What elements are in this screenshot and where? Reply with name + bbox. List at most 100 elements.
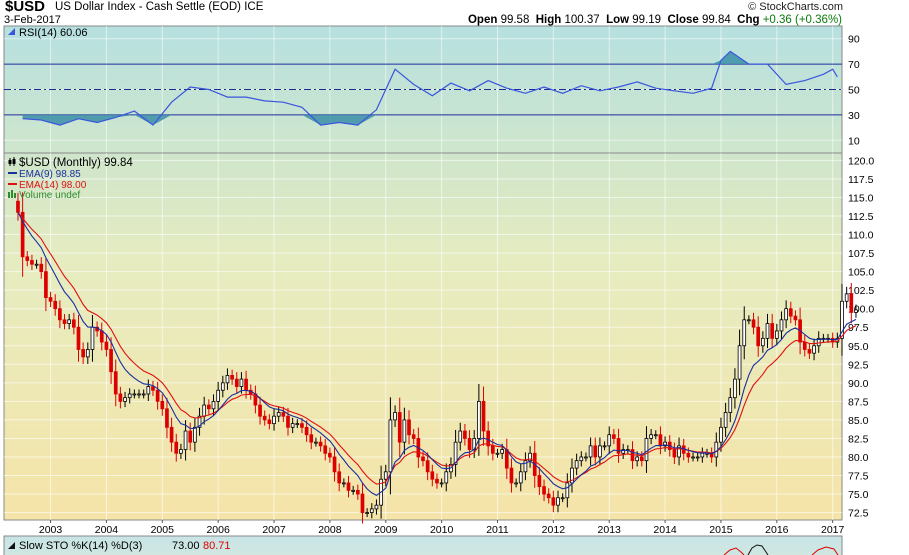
candle-body <box>202 404 207 417</box>
candlestick-series <box>16 192 858 524</box>
candle <box>309 427 314 450</box>
candle <box>304 420 309 442</box>
candle <box>397 397 402 457</box>
sto-k-value: 73.00 <box>172 540 200 552</box>
candle <box>179 443 183 460</box>
candle-body <box>598 445 602 458</box>
candle-body <box>85 349 90 358</box>
candle <box>551 490 556 513</box>
rsi-legend: RSI(14) 60.06 <box>8 27 87 39</box>
candle <box>183 420 188 461</box>
candle <box>281 406 286 422</box>
volume-legend-icon <box>8 190 16 198</box>
candle <box>444 463 449 492</box>
candle-body <box>644 438 649 462</box>
candle <box>113 359 118 407</box>
candle <box>30 254 34 270</box>
candle <box>230 369 234 385</box>
candle-body <box>565 482 570 499</box>
sto-legend-swatch-icon <box>8 542 15 549</box>
candle <box>728 388 733 423</box>
candle-body <box>737 345 742 380</box>
sto-legend-name: Slow STO %K(14) %D(3) <box>19 540 142 552</box>
sto-k-line <box>747 544 769 555</box>
candle-body <box>663 441 667 447</box>
candle-body <box>840 300 844 339</box>
candle <box>542 479 546 502</box>
candle <box>812 338 816 361</box>
candle-body <box>155 389 160 402</box>
candle <box>393 405 397 427</box>
candle-body <box>653 434 658 437</box>
candle-body <box>463 430 467 439</box>
candle-body <box>323 445 328 454</box>
candle <box>612 428 616 445</box>
candle <box>383 464 388 487</box>
candle-body <box>518 471 523 484</box>
price-tick-label: 80.0 <box>848 452 869 464</box>
candle <box>593 437 598 466</box>
candle <box>374 499 379 515</box>
price-x-tick-label: 2003 <box>39 524 63 536</box>
candle-body <box>756 326 761 347</box>
candle-body <box>621 449 626 454</box>
candle-body <box>723 412 728 428</box>
instrument-name: US Dollar Index - Cash Settle (EOD) ICE <box>55 1 263 13</box>
candle-body <box>207 404 211 410</box>
candle-body <box>127 393 132 399</box>
rsi-legend-label: RSI(14) 60.06 <box>19 27 87 39</box>
candle-body <box>71 319 76 328</box>
candle <box>127 388 132 404</box>
price-x-tick-label: 2004 <box>95 524 119 536</box>
candle-body <box>20 211 25 258</box>
candle <box>616 428 621 463</box>
price-tick-label: 97.5 <box>848 322 869 334</box>
candle-body <box>174 441 179 454</box>
candle <box>518 463 523 492</box>
candle <box>751 312 756 335</box>
candle <box>286 407 290 436</box>
price-x-tick-label: 2009 <box>374 524 398 536</box>
candle-body <box>141 393 146 396</box>
sto-legend: Slow STO %K(14) %D(3) 73.00 80.71 <box>8 540 231 552</box>
candle <box>71 312 76 335</box>
candle-body <box>430 471 435 480</box>
price-tick-label: 75.0 <box>848 489 869 501</box>
candle-body <box>854 309 858 313</box>
candle <box>840 283 844 356</box>
candle-body <box>453 441 458 465</box>
candle-body <box>714 441 719 458</box>
candle <box>67 314 72 330</box>
candle <box>197 407 202 436</box>
candle-body <box>514 482 518 485</box>
ema9-legend-label: EMA(9) 98.85 <box>19 169 81 180</box>
candle-body <box>677 445 681 458</box>
candle-body <box>220 382 225 391</box>
candle <box>20 192 25 277</box>
price-x-tick-label: 2005 <box>151 524 175 536</box>
candle-body <box>374 504 379 510</box>
candle-body <box>849 293 854 313</box>
candle-body <box>728 397 733 413</box>
candle <box>407 410 411 445</box>
candle-body <box>234 378 239 387</box>
candle <box>509 458 514 493</box>
candle-body <box>719 426 723 443</box>
candle <box>262 410 267 426</box>
price-tick-label: 77.5 <box>848 471 869 483</box>
candle-body <box>360 493 365 513</box>
candle-body <box>691 456 695 459</box>
price-y-axis: 120.0 117.5 115.0 112.5 110.0 107.5 105.0 102.5… <box>848 155 874 519</box>
candle-body <box>309 434 314 443</box>
candle <box>514 478 518 488</box>
low-value: 99.19 <box>632 14 662 26</box>
candle-body <box>328 452 332 458</box>
high-value: 100.37 <box>564 14 600 26</box>
candle <box>779 311 784 340</box>
price-x-tick-label: 2011 <box>486 524 509 536</box>
candle <box>649 428 653 445</box>
candle-body <box>290 423 295 428</box>
candle-body <box>490 445 495 454</box>
candle-body <box>770 323 775 339</box>
candle <box>723 402 728 437</box>
